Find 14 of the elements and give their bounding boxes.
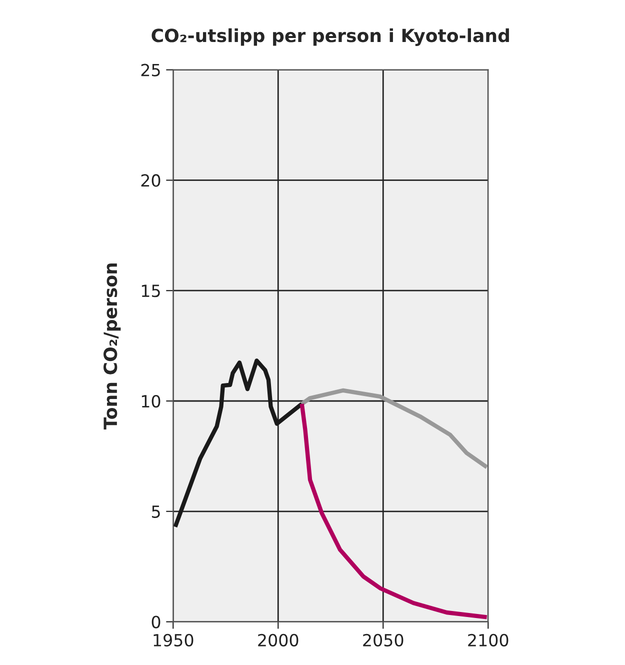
x-tick-label: 2050: [363, 634, 404, 646]
y-tick-label: 25: [141, 64, 160, 76]
line-series: [300, 402, 488, 620]
line-series: [300, 388, 488, 470]
y-tick-label: 10: [142, 394, 160, 408]
y-axis-title: Tonn CO₂/person: [104, 263, 121, 430]
y-tick-label: 5: [152, 506, 160, 518]
y-tick-label: 20: [141, 174, 160, 187]
y-tick-label: 15: [142, 284, 160, 298]
y-tick-label: 0: [152, 616, 160, 628]
chart-title: CO₂-utslipp per person i Kyoto-land: [152, 28, 509, 46]
x-tick-label: 2000: [258, 634, 298, 646]
x-tick-label: 2100: [468, 634, 508, 646]
x-tick-label: 1950: [154, 634, 194, 646]
